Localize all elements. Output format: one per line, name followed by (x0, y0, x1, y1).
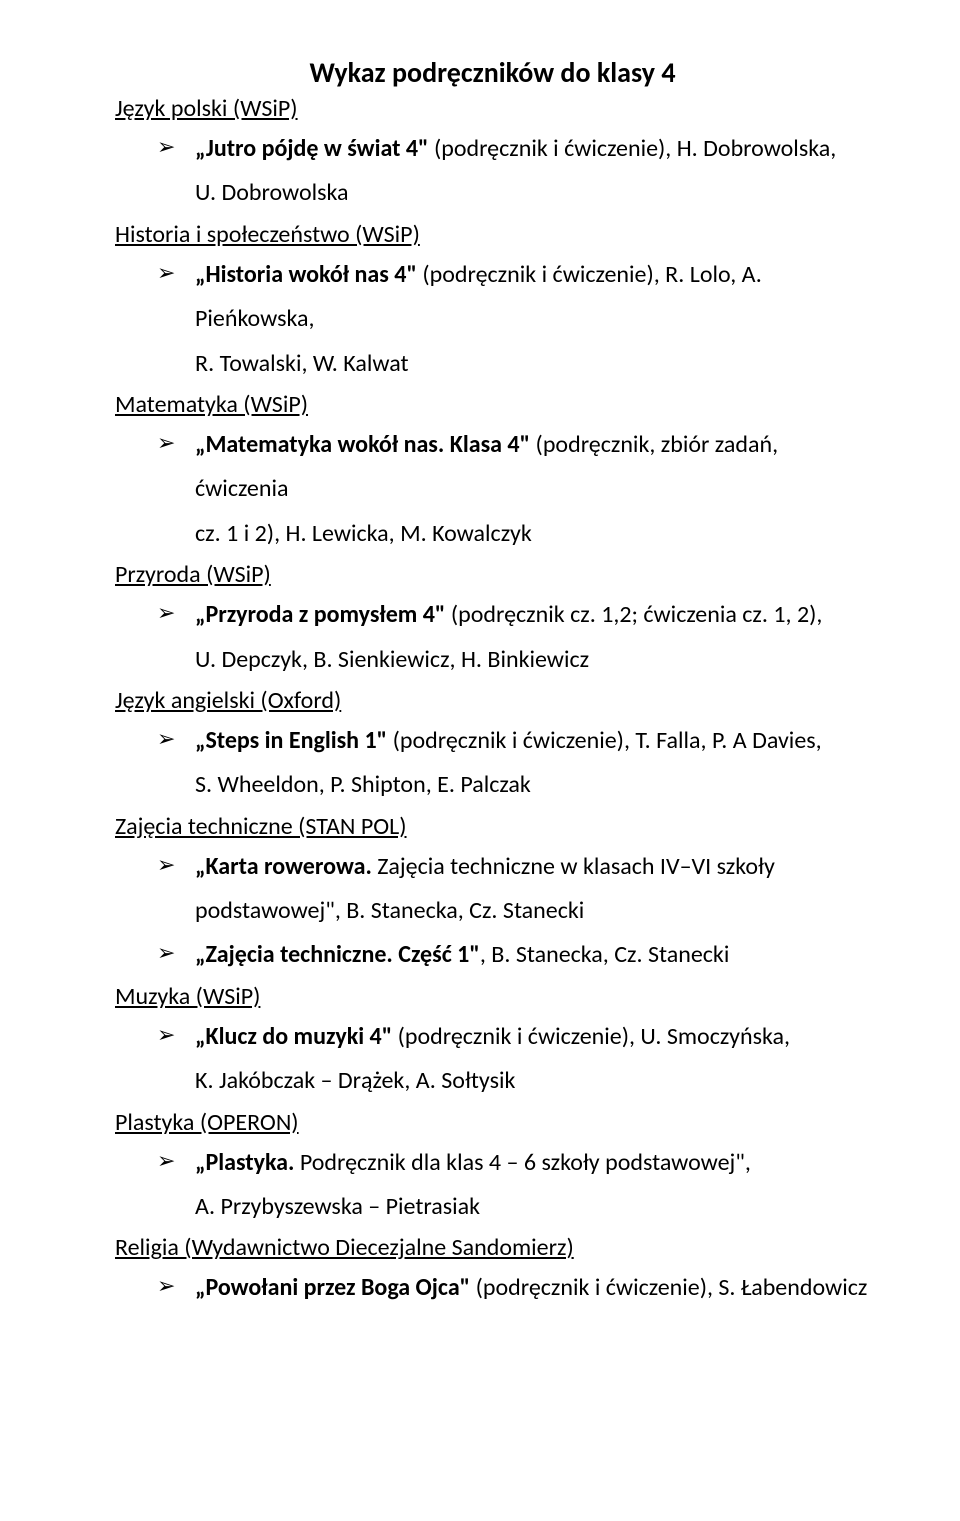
book-title: „Plastyka. (195, 1148, 300, 1177)
list-item: ➢ „Przyroda z pomysłem 4" (podręcznik cz.… (157, 593, 870, 637)
bullet-icon: ➢ (157, 593, 175, 634)
list-item: ➢ „Jutro pójdę w świat 4" (podręcznik i ć… (157, 127, 870, 171)
list-item: ➢ „Karta rowerowa. Zajęcia techniczne w k… (157, 845, 870, 889)
book-title: „Karta rowerowa. (195, 852, 377, 881)
book-details-cont: K. Jakóbczak – Drążek, A. Sołtysik (195, 1066, 515, 1095)
bullet-icon: ➢ (157, 1015, 175, 1056)
list-item-continuation: S. Wheeldon, P. Shipton, E. Palczak (157, 763, 870, 807)
list-item: ➢ „Powołani przez Boga Ojca" (podręcznik … (157, 1266, 870, 1310)
list-item-continuation: U. Dobrowolska (157, 171, 870, 215)
book-details: , B. Stanecka, Cz. Stanecki (480, 940, 729, 969)
book-title: „Przyroda z pomysłem 4" (195, 600, 451, 629)
book-details-cont: S. Wheeldon, P. Shipton, E. Palczak (195, 770, 531, 799)
book-title: „Jutro pójdę w świat 4" (195, 134, 434, 163)
bullet-icon: ➢ (157, 719, 175, 760)
subject-heading: Matematyka (WSiP) (115, 390, 870, 419)
bullet-icon: ➢ (157, 127, 175, 168)
book-details: (podręcznik i ćwiczenie), T. Falla, P. A… (393, 726, 822, 755)
subject-heading: Język angielski (Oxford) (115, 686, 870, 715)
book-title: „Klucz do muzyki 4" (195, 1022, 398, 1051)
bullet-icon: ➢ (157, 933, 175, 974)
book-title: „Matematyka wokół nas. Klasa 4" (195, 430, 536, 459)
bullet-icon: ➢ (157, 253, 175, 294)
list-item-continuation: cz. 1 i 2), H. Lewicka, M. Kowalczyk (157, 512, 870, 556)
book-details-cont: U. Depczyk, B. Sienkiewicz, H. Binkiewic… (195, 645, 589, 674)
item-list: ➢ „Jutro pójdę w świat 4" (podręcznik i ć… (115, 127, 870, 216)
book-details-cont: R. Towalski, W. Kalwat (195, 349, 409, 378)
book-details-cont: A. Przybyszewska – Pietrasiak (195, 1192, 480, 1221)
bullet-icon: ➢ (157, 1266, 175, 1307)
book-title: „Historia wokół nas 4" (195, 260, 422, 289)
item-list: ➢ „Przyroda z pomysłem 4" (podręcznik cz.… (115, 593, 870, 682)
item-list: ➢ „Plastyka. Podręcznik dla klas 4 – 6 sz… (115, 1141, 870, 1230)
book-details: Podręcznik dla klas 4 – 6 szkoły podstaw… (300, 1148, 751, 1177)
sections-container: Język polski (WSiP) ➢ „Jutro pójdę w świat… (115, 94, 870, 1311)
subject-heading: Przyroda (WSiP) (115, 560, 870, 589)
bullet-icon: ➢ (157, 845, 175, 886)
subject-heading: Religia (Wydawnictwo Diecezjalne Sandomi… (115, 1233, 870, 1262)
item-list: ➢ „Klucz do muzyki 4" (podręcznik i ćwicz… (115, 1015, 870, 1104)
list-item: ➢ „Klucz do muzyki 4" (podręcznik i ćwicz… (157, 1015, 870, 1059)
item-list: ➢„Historia wokół nas 4" (podręcznik i ćw… (115, 253, 870, 386)
list-item: ➢ „Plastyka. Podręcznik dla klas 4 – 6 sz… (157, 1141, 870, 1185)
book-title: „Powołani przez Boga Ojca" (195, 1273, 476, 1302)
subject-heading: Muzyka (WSiP) (115, 982, 870, 1011)
subject-heading: Język polski (WSiP) (115, 94, 870, 123)
list-item: ➢ „Zajęcia techniczne. Część 1", B. Stane… (157, 933, 870, 977)
list-item-continuation: U. Depczyk, B. Sienkiewicz, H. Binkiewic… (157, 638, 870, 682)
book-details: (podręcznik i ćwiczenie), U. Smoczyńska, (398, 1022, 790, 1051)
book-details-cont: cz. 1 i 2), H. Lewicka, M. Kowalczyk (195, 519, 532, 548)
book-details: (podręcznik cz. 1,2; ćwiczenia cz. 1, 2)… (451, 600, 823, 629)
book-details: (podręcznik i ćwiczenie), H. Dobrowolska… (434, 134, 836, 163)
bullet-icon: ➢ (157, 423, 175, 464)
subject-heading: Plastyka (OPERON) (115, 1108, 870, 1137)
list-item: ➢„Matematyka wokół nas. Klasa 4" (podręc… (157, 423, 870, 512)
book-details-cont: U. Dobrowolska (195, 178, 349, 207)
item-list: ➢ „Powołani przez Boga Ojca" (podręcznik … (115, 1266, 870, 1310)
subject-heading: Historia i społeczeństwo (WSiP) (115, 220, 870, 249)
list-item-continuation: A. Przybyszewska – Pietrasiak (157, 1185, 870, 1229)
item-list: ➢ „Steps in English 1" (podręcznik i ćwic… (115, 719, 870, 808)
list-item: ➢„Historia wokół nas 4" (podręcznik i ćw… (157, 253, 870, 342)
bullet-icon: ➢ (157, 1141, 175, 1182)
page-title: Wykaz podręczników do klasy 4 (115, 55, 870, 90)
list-item-continuation: K. Jakóbczak – Drążek, A. Sołtysik (157, 1059, 870, 1103)
subject-heading: Zajęcia techniczne (STAN POL) (115, 812, 870, 841)
list-item: ➢ „Steps in English 1" (podręcznik i ćwic… (157, 719, 870, 763)
item-list: ➢„Matematyka wokół nas. Klasa 4" (podręc… (115, 423, 870, 556)
book-details: (podręcznik i ćwiczenie), S. Łabendowicz (476, 1273, 868, 1302)
book-title: „Steps in English 1" (195, 726, 393, 755)
book-details-cont: podstawowej", B. Stanecka, Cz. Stanecki (195, 896, 584, 925)
book-details: Zajęcia techniczne w klasach IV–VI szkoł… (377, 852, 775, 881)
book-title: „Zajęcia techniczne. Część 1" (195, 940, 480, 969)
list-item-continuation: podstawowej", B. Stanecka, Cz. Stanecki (157, 889, 870, 933)
list-item-continuation: R. Towalski, W. Kalwat (157, 342, 870, 386)
item-list: ➢ „Karta rowerowa. Zajęcia techniczne w k… (115, 845, 870, 978)
